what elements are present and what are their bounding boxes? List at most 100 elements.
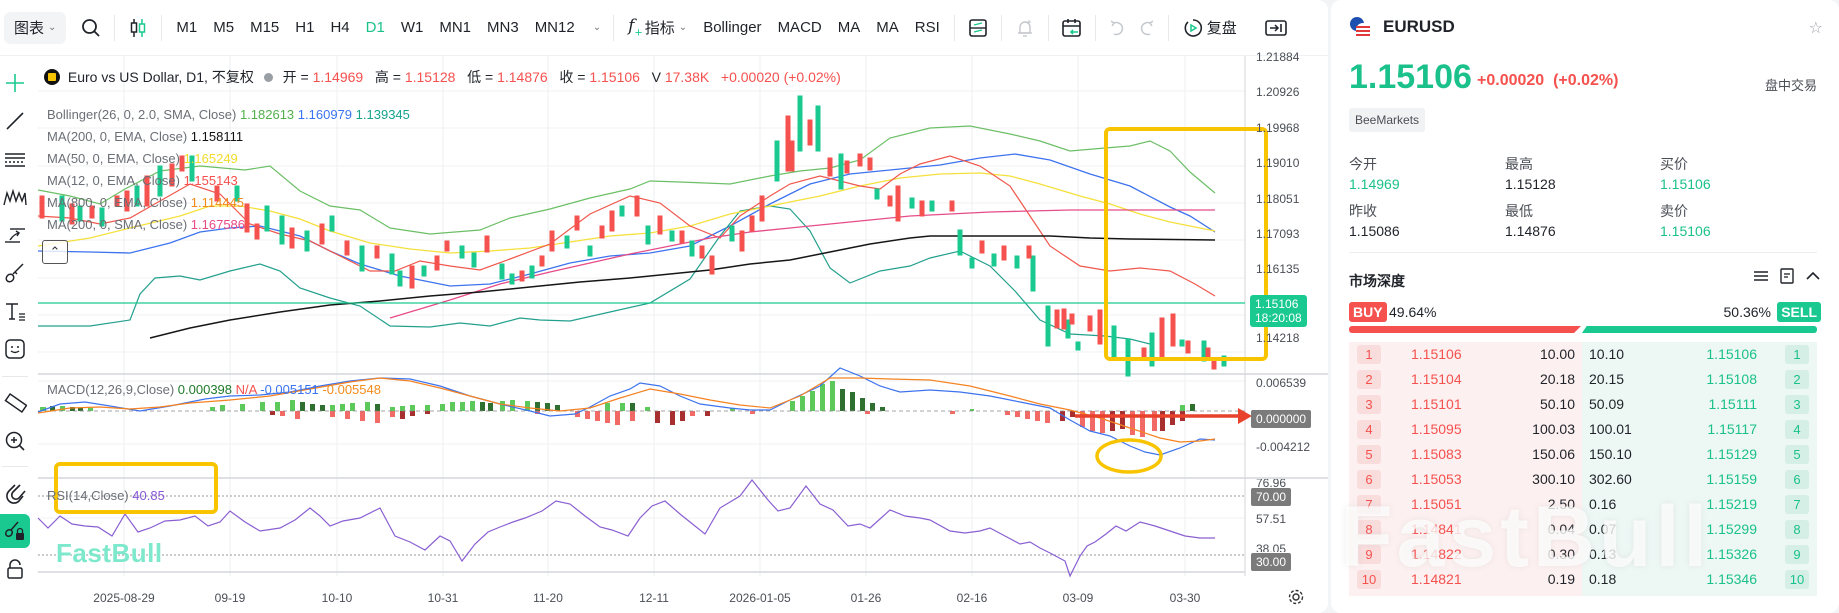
ma12-ema-legend[interactable]: MA(12, 0, EMA, Close) 1.155143: [47, 173, 238, 188]
order-book-row[interactable]: 2 1.15104 20.18 20.15 1.15108 2: [1349, 367, 1817, 392]
projection-tool[interactable]: [0, 218, 30, 252]
ask-price: 1.15111: [1708, 396, 1757, 412]
layout-button[interactable]: [961, 0, 995, 56]
candlestick-icon: [131, 18, 146, 37]
order-book-row[interactable]: 4 1.15095 100.03 100.01 1.15117 4: [1349, 417, 1817, 442]
chevron-up-icon[interactable]: [1805, 268, 1821, 284]
collapse-legend-button[interactable]: ⌃: [42, 240, 68, 264]
favorite-button[interactable]: ☆: [1809, 18, 1823, 38]
indicator-ma-2[interactable]: MA: [876, 19, 899, 36]
chart-menu-button[interactable]: 图表 ⌄: [4, 11, 67, 44]
market-depth-title: 市场深度: [1349, 273, 1405, 289]
bid-price: 1.15101: [1411, 396, 1462, 412]
date-axis-label: 09-19: [214, 591, 246, 605]
search-button[interactable]: [74, 0, 108, 56]
rsi-axis-label: 57.51: [1256, 512, 1287, 526]
unlock-tool[interactable]: [0, 552, 30, 586]
price-chart-canvas[interactable]: [30, 56, 1328, 613]
timeframe-mn1[interactable]: MN1: [439, 19, 472, 36]
symbol-header: EURUSD: [1349, 16, 1455, 38]
list-view-icon[interactable]: [1753, 268, 1769, 284]
bid-qty: 10.00: [1539, 346, 1575, 362]
indicator-label: MA(200, 0, SMA, Close): [47, 217, 188, 232]
ask-price: 1.15159: [1706, 471, 1757, 487]
order-book-row[interactable]: 1 1.15106 10.00 10.10 1.15106 1: [1349, 342, 1817, 367]
pattern-tool[interactable]: [0, 180, 30, 214]
ask-level: 5: [1785, 445, 1809, 464]
order-book-row[interactable]: 9 1.14822 0.30 0.13 1.15326 9: [1349, 542, 1817, 567]
order-book-row[interactable]: 3 1.15101 50.10 50.09 1.15111 3: [1349, 392, 1817, 417]
indicator-bollinger[interactable]: Bollinger: [703, 19, 762, 36]
timeframe-mn12[interactable]: MN12: [534, 19, 575, 36]
timeframe-m5[interactable]: M5: [213, 19, 235, 36]
rsi-70-tag: 70.00: [1251, 488, 1292, 506]
redo-icon: [1140, 19, 1154, 35]
go-to-date-button[interactable]: [1055, 0, 1089, 56]
ma50-ema-value: 1.165249: [183, 151, 238, 166]
crosshair-icon: [6, 74, 24, 92]
timeframe-h4[interactable]: H4: [330, 19, 350, 36]
order-book-row[interactable]: 5 1.15083 150.06 150.10 1.15129 5: [1349, 442, 1817, 467]
chart-toolbar: 图表 ⌄ M1 M5 M15 H1 H4 D1 W1 MN1 MN3 MN12 ⌄…: [0, 0, 1328, 56]
order-book-row[interactable]: 10 1.14821 0.19 0.18 1.15346 10: [1349, 567, 1817, 592]
parallel-lines-tool[interactable]: [0, 142, 30, 176]
timeframe-m15[interactable]: M15: [250, 19, 280, 36]
broker-badge[interactable]: BeeMarkets: [1349, 108, 1426, 132]
document-icon[interactable]: [1779, 268, 1795, 284]
bid-price: 1.15053: [1411, 471, 1462, 487]
stat-label: 今开: [1349, 156, 1377, 172]
ma200-ema-legend[interactable]: MA(200, 0, EMA, Close) 1.158111: [47, 129, 243, 144]
unlock-icon: [7, 559, 23, 579]
indicator-label: MA(200, 0, EMA, Close): [47, 129, 188, 144]
text-tool[interactable]: [0, 294, 30, 328]
magnet-tool[interactable]: [0, 476, 30, 510]
order-book-row[interactable]: 7 1.15051 2.50 0.16 1.15219 7: [1349, 492, 1817, 517]
ask-price: 1.15117: [1707, 421, 1757, 437]
ma200-sma-legend[interactable]: MA(200, 0, SMA, Close) 1.167586: [47, 217, 245, 232]
timeframe-mn3[interactable]: MN3: [487, 19, 519, 36]
chart-type-button[interactable]: [121, 0, 155, 56]
zoom-in-tool[interactable]: [0, 424, 30, 458]
collapse-panel-button[interactable]: [1259, 0, 1293, 56]
replay-button[interactable]: 复盘: [1175, 0, 1245, 56]
ask-level: 8: [1785, 520, 1809, 539]
gear-icon: [1288, 589, 1304, 605]
timeframe-w1[interactable]: W1: [400, 19, 424, 36]
macd-legend[interactable]: MACD(12,26,9,Close) 0.000398 N/A -0.0051…: [47, 382, 381, 397]
timeframe-h1[interactable]: H1: [295, 19, 315, 36]
open-value: 1.14969: [312, 69, 364, 85]
trendline-tool[interactable]: [0, 104, 30, 138]
lock-drawings-tool[interactable]: [0, 514, 30, 548]
brush-tool[interactable]: [0, 256, 30, 290]
star-icon: ☆: [1808, 20, 1823, 37]
indicator-label: MA(12, 0, EMA, Close): [47, 173, 180, 188]
indicator-macd[interactable]: MACD: [777, 19, 822, 36]
ma200-ema-value: 1.158111: [190, 129, 244, 144]
alert-button[interactable]: [1008, 0, 1042, 56]
ma800-ema-legend[interactable]: MA(800, 0, EMA, Close) 1.114445: [47, 195, 244, 210]
emoji-tool[interactable]: [0, 332, 30, 366]
bollinger-legend[interactable]: Bollinger(26, 0, 2.0, SMA, Close) 1.1826…: [47, 107, 410, 122]
indicator-ma-1[interactable]: MA: [837, 19, 861, 36]
bid-price: 1.15083: [1411, 446, 1462, 462]
order-book-row[interactable]: 8 1.14841 0.04 0.07 1.15299 8: [1349, 517, 1817, 542]
rsi-legend[interactable]: RSI(14,Close) 40.85: [47, 488, 165, 503]
measure-tool[interactable]: [0, 386, 30, 420]
layout-icon: [968, 18, 987, 37]
ma50-ema-legend[interactable]: MA(50, 0, EMA, Close) 1.165249: [47, 151, 238, 166]
timeframe-m1[interactable]: M1: [176, 19, 198, 36]
chevron-up-icon: ⌃: [49, 244, 61, 259]
redo-button[interactable]: [1132, 0, 1162, 56]
bid-level: 8: [1357, 520, 1381, 539]
stat-ask: 卖价 1.15106: [1660, 201, 1711, 239]
indicator-rsi[interactable]: RSI: [914, 19, 940, 36]
chart-settings-button[interactable]: [1287, 588, 1305, 611]
crosshair-tool[interactable]: [0, 66, 30, 100]
undo-button[interactable]: [1102, 0, 1132, 56]
timeframe-d1[interactable]: D1: [365, 19, 385, 36]
low-value: 1.14876: [497, 69, 548, 85]
chevron-down-icon: ⌄: [678, 22, 688, 33]
order-book-row[interactable]: 6 1.15053 300.10 302.60 1.15159 6: [1349, 467, 1817, 492]
timeframe-more-button[interactable]: ⌄: [583, 0, 607, 56]
indicators-button[interactable]: f+ 指标 ⌄: [620, 0, 695, 56]
